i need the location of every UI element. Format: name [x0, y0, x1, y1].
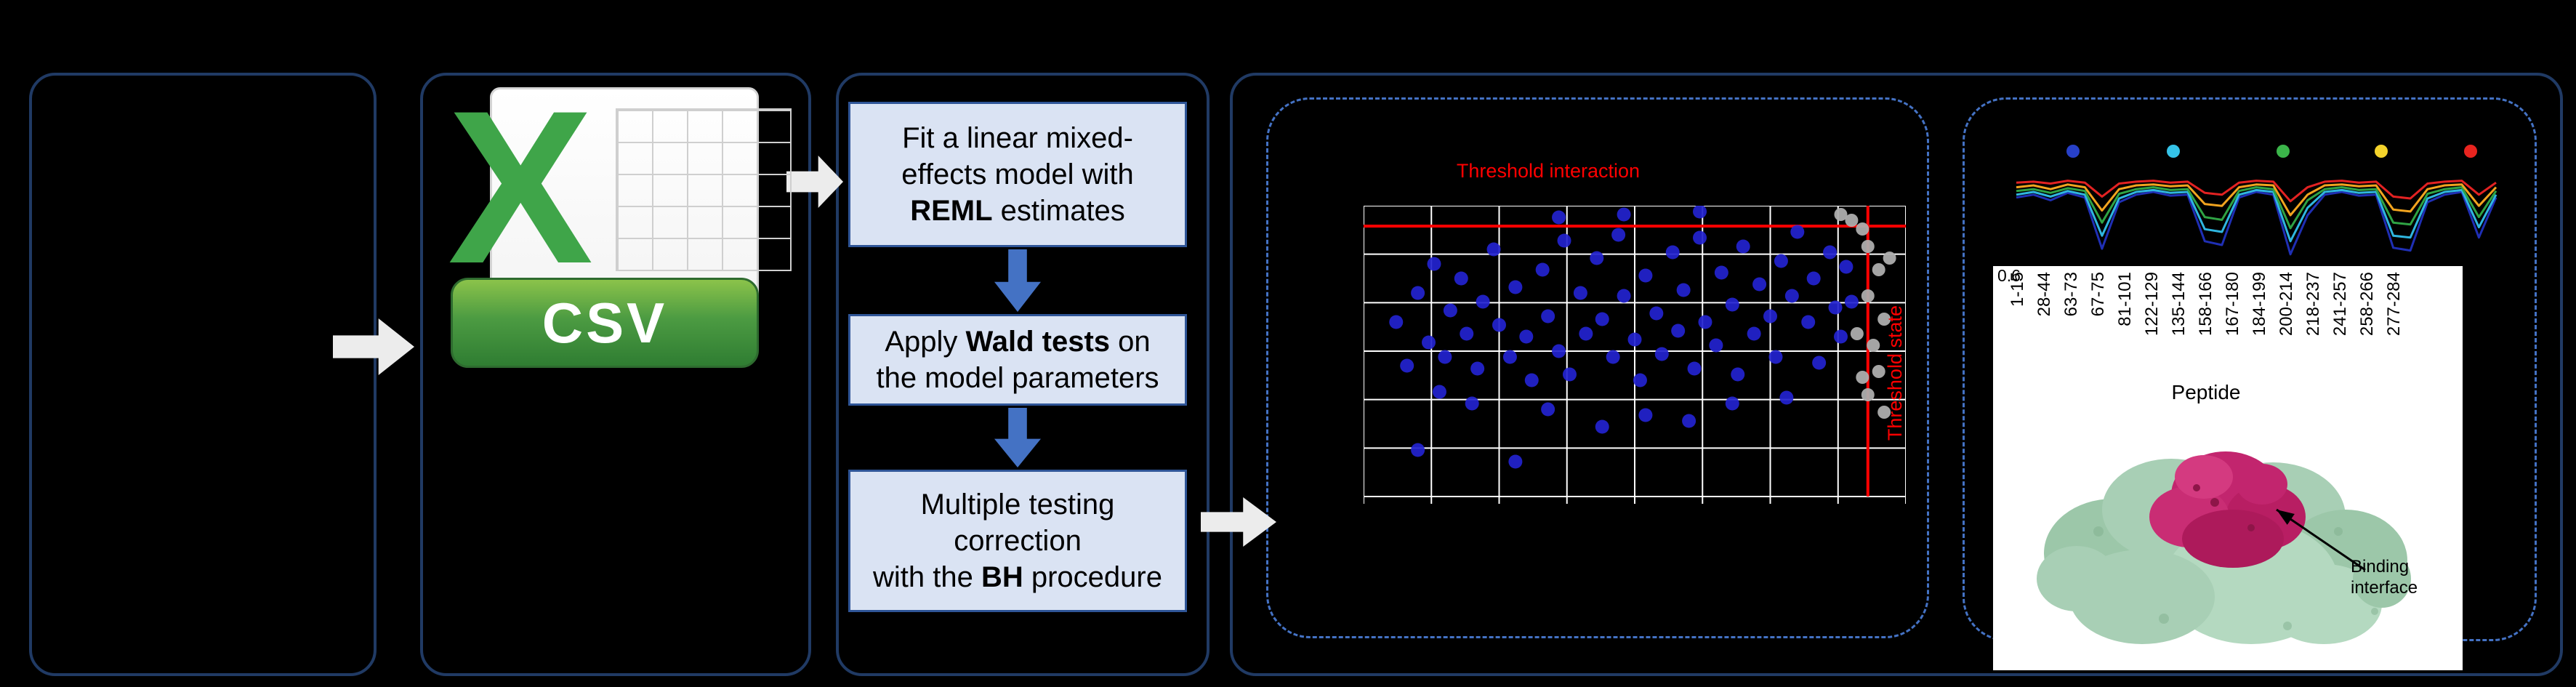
significant-points: [1389, 206, 1859, 469]
csv-banner: CSV: [451, 278, 759, 368]
x-axis-title: Peptide: [2171, 381, 2241, 403]
peptide-tick-label: 218-237: [2303, 272, 2323, 337]
pvalue-scatter-plot: [1364, 206, 1906, 504]
protein-surface-illustration: [2037, 451, 2411, 644]
threshold-state-label: Threshold state: [1884, 305, 1906, 441]
timepoint-legend-dots: [2066, 145, 2477, 158]
peptide-tick-label: 81-101: [2115, 272, 2135, 326]
peptide-tick-label: 167-180: [2223, 272, 2242, 337]
excel-x-logo: X: [448, 65, 594, 309]
binding-interface-label: Binding interface: [2351, 557, 2418, 598]
uptake-series-line: [2016, 183, 2497, 217]
pipeline-panel: [836, 73, 1209, 676]
peptide-tick-label: 1-15: [2008, 272, 2027, 308]
y-axis-tick: 0.6: [1997, 266, 2021, 285]
pipeline-step-bh: Multiple testing correction with the BH pr…: [848, 470, 1187, 612]
csv-panel: [420, 73, 811, 676]
input-panel: [29, 73, 377, 676]
uptake-series-line: [2016, 180, 2497, 203]
volcano-dashed-panel: [1266, 97, 1929, 638]
csv-label: CSV: [542, 290, 668, 355]
spreadsheet-page: [490, 87, 792, 310]
peptide-tick-label: 158-166: [2196, 272, 2215, 337]
peptide-tick-label: 67-75: [2088, 272, 2108, 317]
uptake-series-line: [2016, 190, 2497, 256]
peptide-tick-label: 258-266: [2357, 272, 2377, 337]
peptide-tick-label: 241-257: [2330, 272, 2350, 337]
spreadsheet-grid: [616, 108, 792, 271]
peptide-tick-label: 135-144: [2169, 272, 2189, 337]
pipeline-step-wald: Apply Wald tests on the model parameters: [848, 314, 1187, 406]
pipeline-step-reml: Fit a linear mixed-effects model with REM…: [848, 102, 1187, 247]
peptide-tick-label: 63-73: [2061, 272, 2081, 317]
threshold-interaction-label: Threshold interaction: [1456, 160, 1641, 182]
uptake-line-chart: [2016, 145, 2497, 256]
uptake-series-line: [2016, 188, 2497, 243]
plot-grid: [1364, 206, 1906, 504]
uptake-series-line: [2016, 186, 2497, 230]
peptide-tick-label: 28-44: [2034, 272, 2054, 317]
gray-points: [1834, 208, 1896, 419]
csv-file-icon: X CSV: [446, 65, 792, 368]
binding-interface-region: [2149, 451, 2306, 568]
peptide-tick-label: 122-129: [2142, 272, 2162, 337]
results-panel: [1230, 73, 2563, 676]
peptide-tick-label: 184-199: [2250, 272, 2269, 337]
peptide-tick-label: 200-214: [2277, 272, 2296, 337]
peptide-tick-label: 277-284: [2384, 272, 2404, 337]
peptide-axis-and-structure-panel: 0.6 1-15 28-44 63-73 67-75 81-101 122-129 135-…: [1993, 266, 2463, 670]
